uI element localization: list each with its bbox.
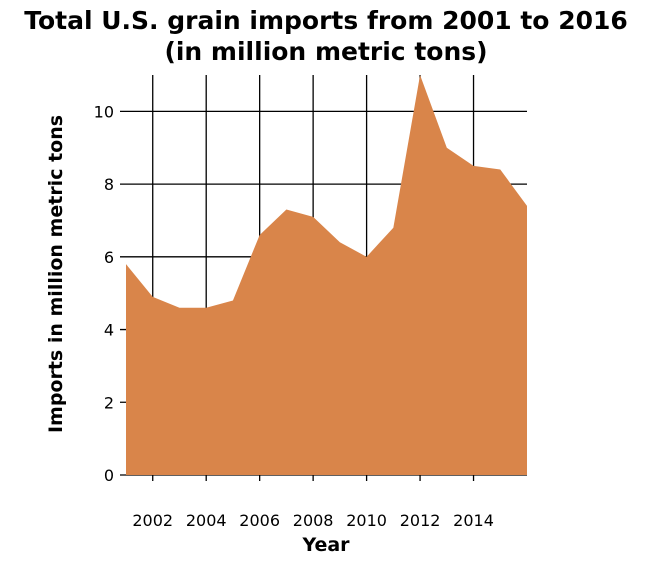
plot-area — [125, 74, 528, 475]
x-tick-label: 2014 — [453, 511, 494, 530]
x-tick-label: 2006 — [239, 511, 280, 530]
y-tick-label: 2 — [104, 393, 114, 412]
chart-subtitle: (in million metric tons) — [164, 37, 487, 66]
x-tick-label: 2002 — [132, 511, 173, 530]
y-tick-label: 0 — [104, 466, 114, 485]
y-tick-label: 10 — [94, 102, 114, 121]
chart-title: Total U.S. grain imports from 2001 to 20… — [24, 6, 628, 35]
y-tick-label: 4 — [104, 321, 114, 340]
tick-labels: 2002 2004 2006 2008 2010 2012 2014 0 2 4 6 8 10 — [94, 102, 494, 530]
x-axis-label: Year — [301, 534, 350, 556]
y-axis-label: Imports in million metric tons — [45, 115, 67, 433]
x-tick-label: 2012 — [400, 511, 441, 530]
x-tick-label: 2004 — [186, 511, 227, 530]
y-tick-label: 8 — [104, 175, 114, 194]
x-tick-label: 2008 — [293, 511, 334, 530]
area-series — [126, 75, 527, 475]
x-tick-label: 2010 — [346, 511, 387, 530]
y-tick-label: 6 — [104, 248, 114, 267]
